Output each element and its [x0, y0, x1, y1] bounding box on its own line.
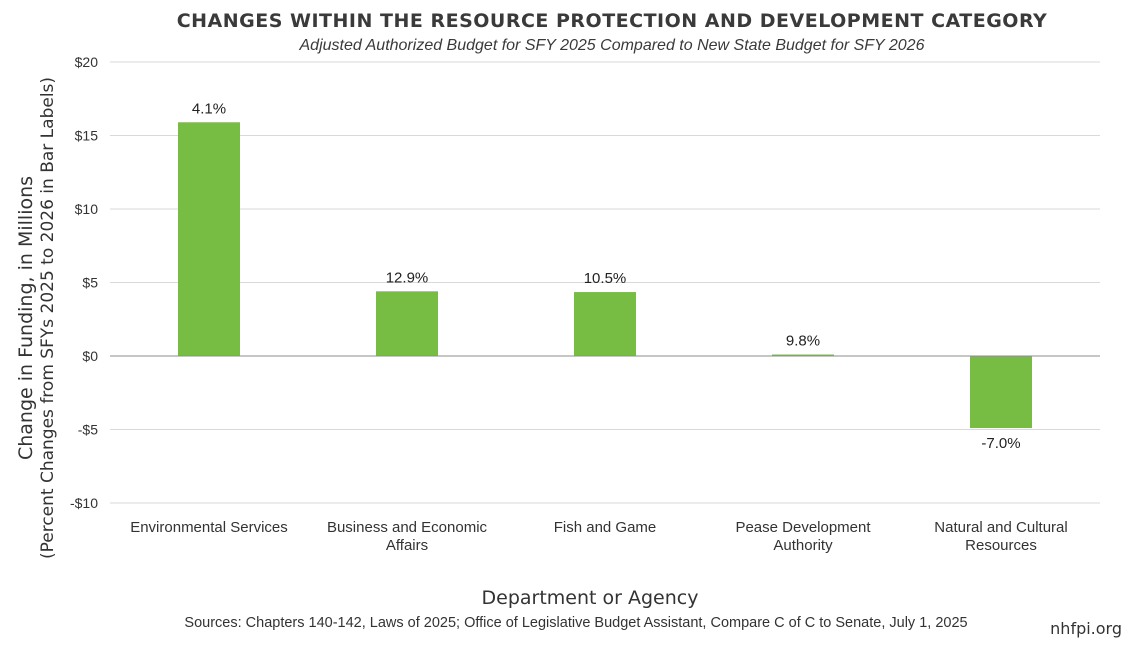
- data-label: 9.8%: [786, 333, 820, 350]
- x-category-label: Pease Development Authority: [735, 519, 871, 554]
- x-category-label: Natural and Cultural Resources: [934, 519, 1067, 554]
- data-label: -7.0%: [981, 435, 1020, 452]
- chart-title: CHANGES WITHIN THE RESOURCE PROTECTION A…: [177, 10, 1048, 32]
- bar: [376, 291, 438, 356]
- data-label: 12.9%: [386, 269, 429, 286]
- x-axis-categories: Environmental Services Business and Econo…: [130, 519, 1067, 554]
- bars: [178, 122, 1032, 429]
- y-axis-ticks: $20 $15 $10 $5 $0 -$5 -$10: [70, 54, 98, 511]
- y-tick-label: $20: [75, 54, 99, 70]
- y-axis-subtitle: (Percent Changes from SFYs 2025 to 2026 …: [38, 77, 58, 559]
- x-category-label: Business and Economic Affairs: [327, 519, 488, 554]
- gridlines: [110, 61, 1100, 504]
- source-note: Sources: Chapters 140-142, Laws of 2025;…: [184, 615, 967, 631]
- y-tick-label: $5: [82, 275, 98, 291]
- x-category-label: Environmental Services: [130, 519, 288, 536]
- y-axis-title: Change in Funding, in Millions: [15, 176, 37, 460]
- x-category-label: Fish and Game: [554, 519, 657, 536]
- bar: [970, 356, 1032, 429]
- y-tick-label: $0: [82, 348, 98, 364]
- chart-subtitle: Adjusted Authorized Budget for SFY 2025 …: [299, 37, 925, 54]
- y-tick-label: $15: [75, 128, 99, 144]
- data-label: 10.5%: [584, 270, 627, 287]
- bar: [178, 122, 240, 357]
- brand-label: nhfpi.org: [1050, 619, 1122, 638]
- bar: [574, 292, 636, 356]
- y-tick-label: -$5: [78, 422, 98, 438]
- data-labels: 4.1% 12.9% 10.5% 9.8% -7.0%: [192, 100, 1021, 452]
- x-axis-title: Department or Agency: [482, 587, 699, 609]
- y-tick-label: $10: [75, 201, 99, 217]
- y-tick-label: -$10: [70, 495, 98, 511]
- data-label: 4.1%: [192, 100, 226, 117]
- bar: [772, 354, 834, 357]
